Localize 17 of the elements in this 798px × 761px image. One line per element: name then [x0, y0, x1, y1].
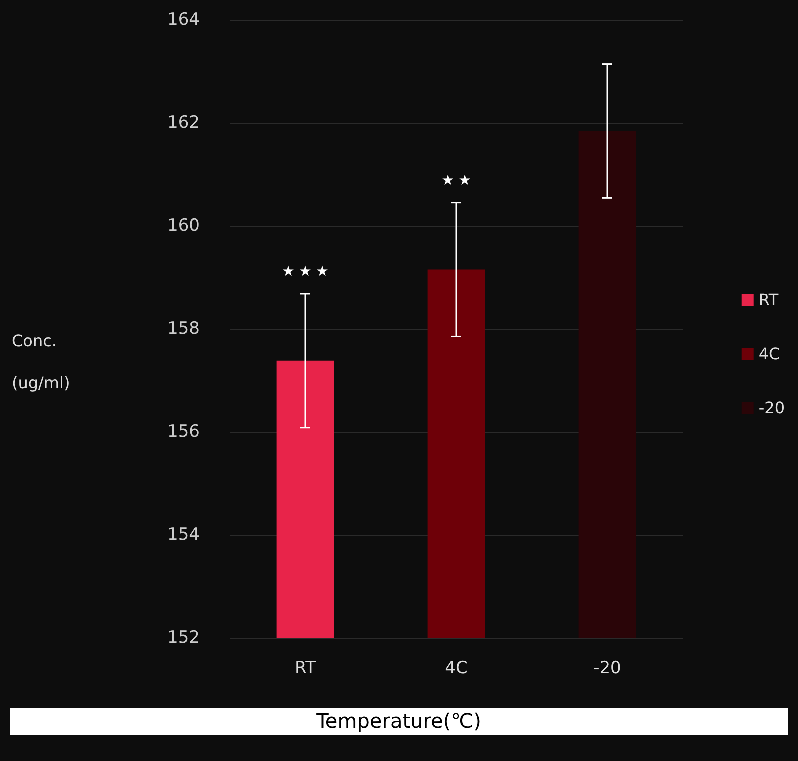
y-tick-label: 154: [168, 525, 200, 545]
y-tick-label: 158: [168, 319, 200, 339]
x-axis-title: Temperature(℃): [10, 708, 788, 735]
y-tick-label: 152: [168, 628, 200, 648]
legend-label: -20: [758, 398, 786, 418]
y-tick-label: 156: [168, 422, 200, 442]
x-tick-label: 4C: [445, 658, 468, 678]
x-tick-label: RT: [295, 658, 317, 678]
text: Conc. (ug/ml): [12, 332, 70, 392]
legend-label: RT: [758, 290, 779, 310]
y-tick-label: 164: [168, 10, 200, 30]
annotation: ★ ★: [442, 172, 472, 189]
y-tick-label: 160: [168, 216, 200, 236]
y-tick-label: 162: [168, 113, 200, 133]
annotation: ★ ★ ★: [282, 264, 329, 280]
legend-label: 4C: [758, 344, 780, 364]
x-tick-label: -20: [594, 658, 622, 678]
